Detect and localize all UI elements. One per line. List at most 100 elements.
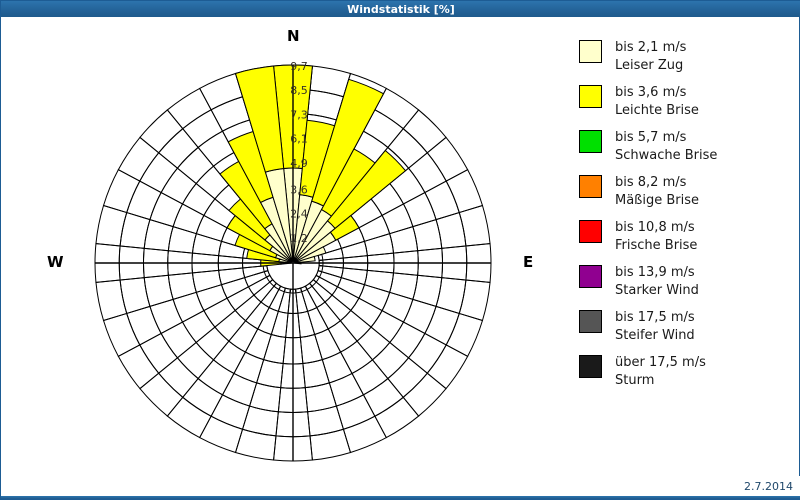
radial-tick-label: 3,6 bbox=[290, 183, 308, 196]
axis-lines bbox=[95, 65, 491, 461]
grid-cell bbox=[309, 428, 352, 461]
grid-cell bbox=[218, 267, 246, 286]
legend-speed-range: über 17,5 m/s bbox=[615, 355, 706, 370]
legend: bis 2,1 m/s Leiser Zug bis 3,6 m/s Leichte … bbox=[579, 39, 794, 399]
grid-cell bbox=[426, 136, 469, 182]
wind-rose-chart: 1,22,43,64,96,17,38,59,7 N E S W bbox=[1, 18, 561, 499]
grid-cell bbox=[167, 272, 197, 300]
legend-item: über 17,5 m/s Sturm bbox=[579, 354, 794, 390]
grid-cell bbox=[166, 87, 212, 130]
grid-cell bbox=[374, 396, 420, 439]
grid-cell bbox=[226, 286, 255, 312]
radial-tick-labels: 1,2 2,4 3,6 4,9 6,1 7,3 8,5 9,7 bbox=[290, 60, 308, 245]
grid-cell bbox=[407, 332, 447, 374]
grid-cell bbox=[157, 127, 199, 169]
grid-cell bbox=[435, 211, 467, 249]
grid-cell bbox=[458, 204, 491, 247]
radial-tick-label: 1,2 bbox=[290, 232, 308, 245]
legend-item: bis 8,2 m/s Mäßige Brise bbox=[579, 174, 794, 210]
legend-label-group: bis 3,6 m/s Leichte Brise bbox=[615, 84, 699, 120]
radial-tick-label: 6,1 bbox=[290, 133, 308, 146]
legend-color-swatch bbox=[579, 130, 602, 153]
grid-cell bbox=[181, 309, 216, 344]
grid-cell bbox=[339, 340, 374, 375]
wind-rose-petals bbox=[219, 64, 407, 267]
legend-label-group: bis 10,8 m/s Frische Brise bbox=[615, 219, 697, 255]
grid-cell bbox=[126, 180, 162, 221]
grid-cell bbox=[149, 191, 184, 228]
grid-cell bbox=[139, 372, 184, 417]
grid-cell bbox=[119, 277, 151, 315]
legend-speed-range: bis 8,2 m/s bbox=[615, 175, 687, 190]
grid-cell bbox=[387, 357, 429, 399]
legend-label-group: bis 13,9 m/s Starker Wind bbox=[615, 264, 699, 300]
grid-cell bbox=[176, 146, 215, 185]
compass-label-west: W bbox=[47, 253, 64, 271]
grid-cell bbox=[197, 359, 235, 396]
grid-cell bbox=[371, 341, 410, 380]
grid-cell bbox=[402, 298, 437, 335]
legend-label-group: bis 8,2 m/s Mäßige Brise bbox=[615, 174, 699, 210]
legend-beaufort-name: Starker Wind bbox=[615, 283, 699, 298]
grid-cell bbox=[256, 359, 284, 389]
grid-cell bbox=[321, 351, 353, 384]
grid-cell bbox=[198, 415, 244, 454]
legend-speed-range: bis 17,5 m/s bbox=[615, 310, 695, 325]
radial-tick-label: 2,4 bbox=[290, 208, 308, 221]
legend-item: bis 10,8 m/s Frische Brise bbox=[579, 219, 794, 255]
grid-cell bbox=[157, 357, 199, 399]
grid-cell bbox=[356, 326, 391, 361]
window-title: Windstatistik [%] bbox=[347, 2, 455, 16]
grid-cell bbox=[160, 321, 197, 359]
grid-cell bbox=[402, 372, 447, 417]
grid-cell bbox=[302, 359, 330, 389]
legend-color-swatch bbox=[579, 220, 602, 243]
grid-cell bbox=[102, 312, 141, 358]
grid-cell bbox=[315, 269, 342, 288]
grid-cell bbox=[117, 344, 160, 390]
legend-label-group: bis 5,7 m/s Schwache Brise bbox=[615, 129, 717, 165]
radial-tick-label: 4,9 bbox=[290, 157, 308, 170]
grid-cell bbox=[212, 340, 247, 375]
grid-cell bbox=[234, 294, 262, 322]
grid-cell bbox=[407, 152, 447, 194]
legend-item: bis 17,5 m/s Steifer Wind bbox=[579, 309, 794, 345]
grid-cell bbox=[233, 351, 265, 384]
legend-speed-range: bis 3,6 m/s bbox=[615, 85, 687, 100]
grid-cell bbox=[363, 233, 395, 257]
grid-cell bbox=[166, 396, 212, 439]
grid-cell bbox=[314, 328, 342, 361]
grid-cell bbox=[172, 203, 205, 235]
grid-cell bbox=[381, 291, 414, 323]
grid-cell bbox=[316, 301, 342, 330]
grid-cell bbox=[117, 136, 160, 182]
grid-cell bbox=[160, 167, 197, 205]
legend-beaufort-name: Sturm bbox=[615, 373, 655, 388]
grid-cell bbox=[299, 285, 318, 312]
legend-speed-range: bis 5,7 m/s bbox=[615, 130, 687, 145]
legend-item: bis 3,6 m/s Leichte Brise bbox=[579, 84, 794, 120]
grid-cell bbox=[342, 415, 388, 454]
compass-label-north: N bbox=[287, 27, 300, 45]
grid-cell bbox=[139, 109, 184, 154]
grid-cell bbox=[389, 321, 426, 359]
legend-item: bis 13,9 m/s Starker Wind bbox=[579, 264, 794, 300]
compass-label-east: E bbox=[523, 253, 534, 271]
grid-cell bbox=[244, 269, 271, 288]
legend-beaufort-name: Leichte Brise bbox=[615, 103, 699, 118]
grid-cell bbox=[167, 226, 197, 254]
legend-color-swatch bbox=[579, 310, 602, 333]
grid-cell bbox=[221, 372, 258, 407]
grid-cell bbox=[270, 310, 289, 338]
grid-cell bbox=[297, 310, 316, 338]
legend-color-swatch bbox=[579, 175, 602, 198]
grid-cell bbox=[370, 309, 405, 344]
legend-label-group: über 17,5 m/s Sturm bbox=[615, 354, 706, 390]
legend-item: bis 2,1 m/s Leiser Zug bbox=[579, 39, 794, 75]
grid-cell bbox=[307, 405, 345, 437]
grid-cell bbox=[426, 344, 469, 390]
grid-cell bbox=[195, 284, 228, 312]
grid-cell bbox=[139, 332, 179, 374]
grid-cell bbox=[445, 168, 484, 214]
